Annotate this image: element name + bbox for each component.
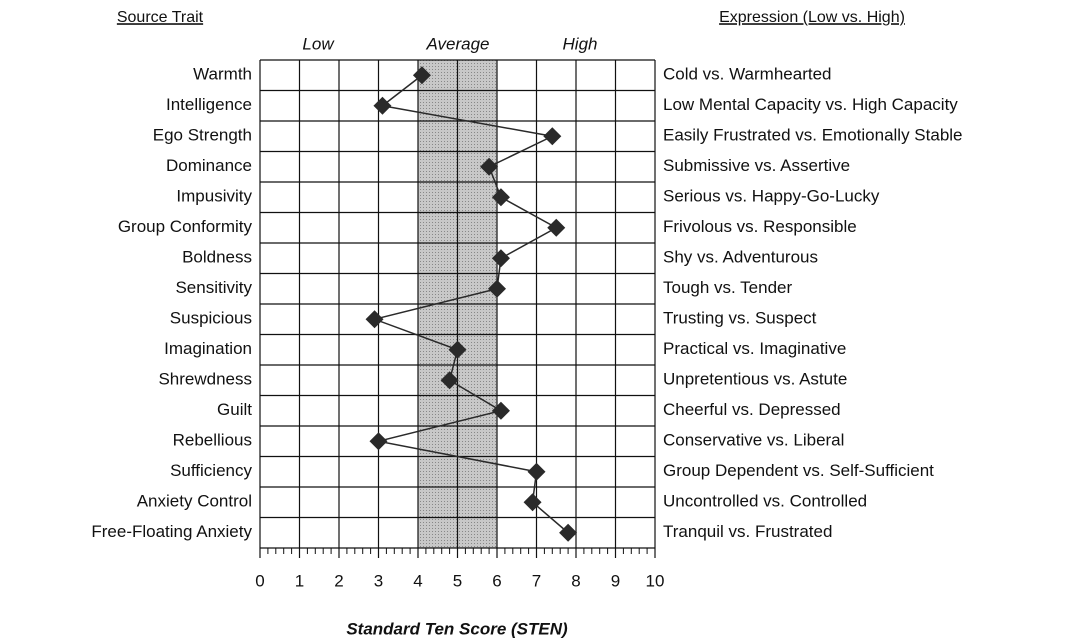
marker	[559, 523, 578, 542]
x-axis-title: Standard Ten Score (STEN)	[346, 619, 568, 638]
category-label: Ego Strength	[153, 126, 252, 145]
category-label: Free-Floating Anxiety	[91, 522, 252, 541]
x-tick-label: 6	[492, 571, 501, 590]
marker	[488, 279, 506, 298]
marker	[480, 157, 499, 176]
expression-label: Frivolous vs. Responsible	[663, 217, 857, 236]
expression-label: Unpretentious vs. Astute	[663, 370, 847, 389]
marker	[440, 371, 459, 390]
category-label: Sufficiency	[170, 461, 252, 480]
category-label: Guilt	[217, 400, 252, 419]
category-label: Dominance	[166, 156, 252, 175]
marker	[365, 310, 384, 329]
x-tick-label: 5	[453, 571, 462, 590]
marker	[412, 66, 431, 85]
expression-label: Tough vs. Tender	[663, 278, 792, 297]
expression-label: Cold vs. Warmhearted	[663, 65, 831, 84]
expression-label: Group Dependent vs. Self-Sufficient	[663, 461, 934, 480]
x-tick-label: 10	[646, 571, 665, 590]
marker	[448, 340, 467, 359]
marker	[491, 188, 510, 207]
x-tick-label: 0	[255, 571, 264, 590]
x-tick-label: 3	[374, 571, 383, 590]
x-tick-label: 9	[611, 571, 620, 590]
expression-label: Conservative vs. Liberal	[663, 431, 844, 450]
x-tick-label: 1	[295, 571, 304, 590]
category-label: Imagination	[164, 339, 252, 358]
expression-label: Practical vs. Imaginative	[663, 339, 846, 358]
category-label: Boldness	[182, 248, 252, 267]
band-label: High	[563, 34, 598, 53]
marker	[543, 127, 562, 146]
left-header: Source Trait	[117, 9, 204, 26]
band-label: Average	[425, 34, 489, 53]
category-label: Impusivity	[176, 187, 252, 206]
expression-label: Trusting vs. Suspect	[663, 309, 817, 328]
marker	[527, 462, 546, 481]
expression-label: Serious vs. Happy-Go-Lucky	[663, 187, 880, 206]
marker	[523, 493, 542, 512]
category-label: Sensitivity	[175, 278, 252, 297]
marker	[491, 401, 510, 420]
expression-label: Shy vs. Adventurous	[663, 248, 818, 267]
expression-label: Submissive vs. Assertive	[663, 156, 850, 175]
x-tick-label: 2	[334, 571, 343, 590]
marker	[491, 249, 510, 268]
x-tick-label: 8	[571, 571, 580, 590]
right-header: Expression (Low vs. High)	[719, 9, 905, 26]
expression-label: Low Mental Capacity vs. High Capacity	[663, 95, 958, 114]
expression-label: Tranquil vs. Frustrated	[663, 522, 832, 541]
category-label: Warmth	[193, 65, 252, 84]
expression-label: Uncontrolled vs. Controlled	[663, 492, 867, 511]
expression-label: Easily Frustrated vs. Emotionally Stable	[663, 126, 963, 145]
band-label: Low	[302, 34, 335, 53]
category-label: Anxiety Control	[137, 492, 252, 511]
category-label: Suspicious	[170, 309, 252, 328]
category-label: Group Conformity	[118, 217, 253, 236]
marker	[369, 432, 388, 451]
profile-line	[372, 74, 569, 534]
expression-label: Cheerful vs. Depressed	[663, 400, 841, 419]
marker	[547, 218, 566, 237]
category-label: Intelligence	[166, 95, 252, 114]
category-label: Rebellious	[173, 431, 252, 450]
marker	[373, 96, 392, 115]
x-tick-label: 4	[413, 571, 422, 590]
category-label: Shrewdness	[158, 370, 252, 389]
x-tick-label: 7	[532, 571, 541, 590]
